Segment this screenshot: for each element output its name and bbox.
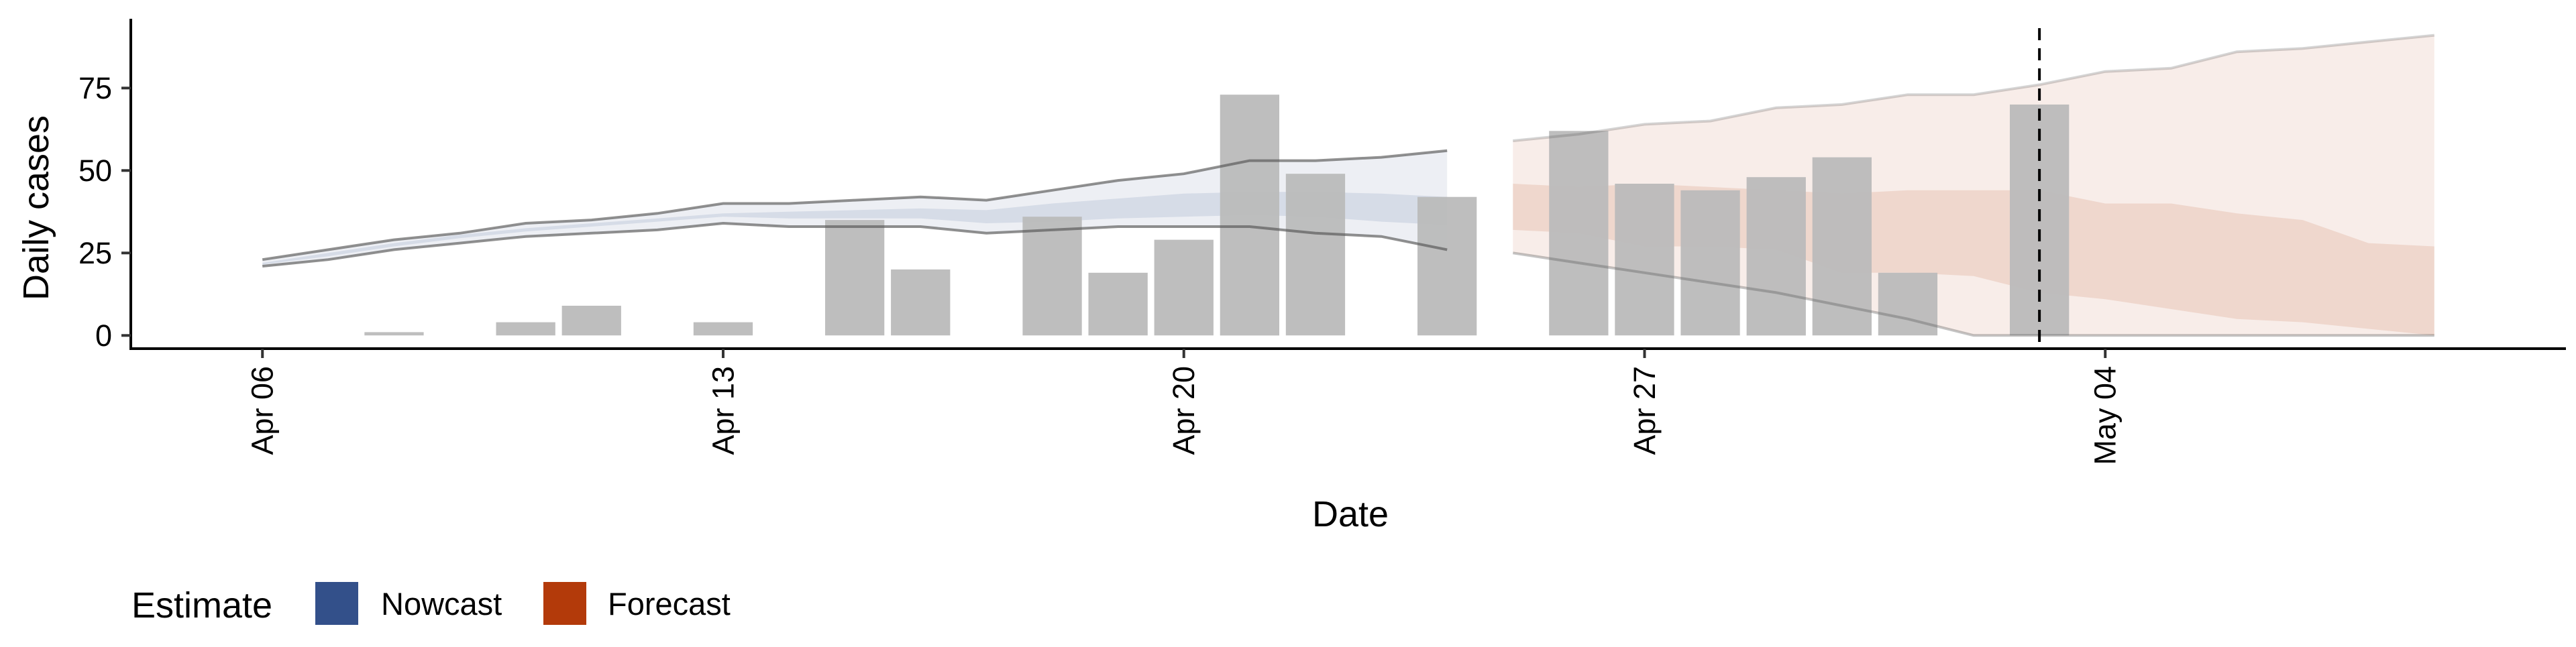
forecast-upper-line: [1513, 34, 2434, 142]
bar-2020-04-30: [1812, 157, 1872, 336]
nowcast-band-50: [262, 192, 1448, 265]
legend: Estimate Nowcast Forecast: [131, 582, 731, 626]
bar-2020-04-10: [496, 322, 555, 336]
band-outlines: [262, 34, 2434, 337]
bar-2020-04-28: [1680, 190, 1740, 336]
axes: [129, 19, 2566, 350]
bar-2020-04-26: [1549, 131, 1609, 336]
x-tick-label: May 04: [2088, 366, 2123, 465]
forecast-band-90: [1513, 35, 2434, 336]
nowcast-lower-line: [262, 221, 1448, 268]
bar-2020-04-19: [1088, 272, 1148, 336]
bar-2020-04-20: [1154, 239, 1214, 336]
bar-2020-04-16: [891, 269, 951, 336]
legend-label-nowcast: Nowcast: [381, 586, 502, 622]
x-tick-label: Apr 06: [246, 366, 280, 455]
x-axis-title: Date: [1312, 494, 1389, 534]
bar-2020-04-18: [1022, 217, 1082, 336]
nowcast-upper-line: [262, 149, 1448, 261]
y-axis-title: Daily cases: [16, 115, 56, 300]
legend-swatch-nowcast: [315, 582, 358, 625]
bar-2020-04-21: [1220, 95, 1279, 336]
forecast-band-50: [1513, 184, 2434, 336]
estimate-bands: [262, 35, 2434, 336]
x-tick-label: Apr 27: [1627, 366, 1662, 455]
bar-2020-04-15: [825, 220, 885, 336]
legend-title: Estimate: [131, 585, 272, 626]
y-axis-ticks: 0 25 50 75: [78, 71, 131, 353]
y-tick-label: 25: [78, 236, 112, 270]
bar-2020-04-08: [364, 332, 424, 336]
y-tick-label: 50: [78, 154, 112, 188]
observed-bars: [364, 95, 2070, 336]
x-axis-ticks: Apr 06 Apr 13 Apr 20 Apr 27 May 04: [246, 349, 2123, 465]
bar-2020-04-22: [1285, 174, 1346, 336]
bar-2020-04-13: [693, 322, 753, 336]
x-tick-label: Apr 20: [1167, 366, 1201, 455]
y-tick-label: 75: [78, 71, 112, 105]
x-tick-label: Apr 13: [706, 366, 741, 455]
nowcast-band-90: [262, 150, 1448, 266]
bar-2020-04-29: [1746, 177, 1806, 336]
legend-swatch-forecast: [543, 582, 586, 625]
bar-2020-04-11: [561, 306, 621, 336]
legend-label-forecast: Forecast: [608, 586, 731, 622]
bar-2020-04-24: [1417, 196, 1477, 336]
bar-2020-05-01: [1878, 272, 1938, 336]
y-tick-label: 0: [95, 318, 112, 353]
bar-2020-04-27: [1615, 184, 1674, 336]
forecast-lower-line: [1513, 251, 2434, 337]
